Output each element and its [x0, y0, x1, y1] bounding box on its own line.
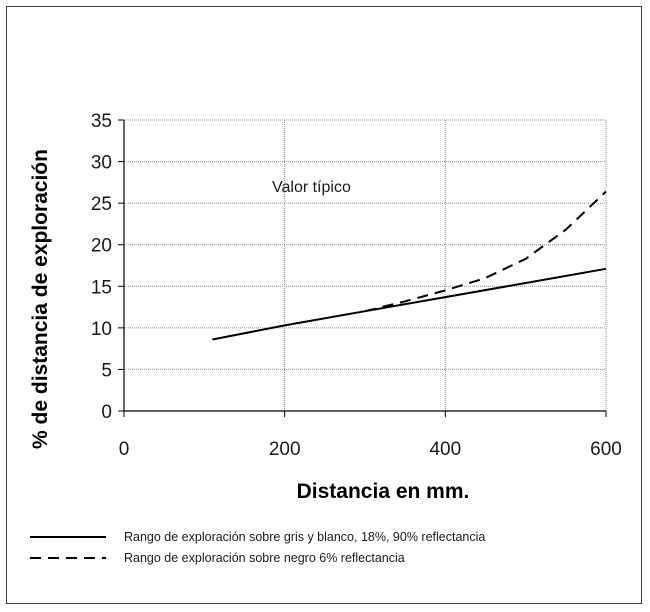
y-tick-label: 30 — [91, 153, 112, 174]
y-tick-label: 25 — [91, 194, 112, 215]
annotation-text: Valor típico — [272, 179, 351, 196]
grid-lines — [124, 119, 607, 411]
legend-label-dashed: Rango de exploración sobre negro 6% refl… — [124, 551, 405, 565]
axes — [118, 119, 607, 417]
series-line-dashed — [364, 190, 607, 313]
y-tick-label: 10 — [91, 319, 112, 340]
y-axis-title: % de distancia de exploración — [29, 149, 52, 449]
x-axis-title: Distancia en mm. — [297, 480, 470, 503]
series-line-solid — [212, 267, 607, 341]
legend-label-solid: Rango de exploración sobre gris y blanco… — [124, 530, 485, 544]
series-lines — [212, 190, 607, 341]
x-tick-label: 600 — [590, 439, 622, 460]
y-tick-label: 20 — [91, 236, 112, 257]
y-tick-label: 35 — [91, 111, 112, 132]
x-tick-label: 400 — [429, 439, 461, 460]
x-tick-label: 0 — [119, 439, 130, 460]
x-tick-labels: 0 200 400 600 — [119, 439, 622, 460]
y-tick-labels: 0 5 10 15 20 25 30 35 — [91, 111, 112, 423]
y-tick-label: 15 — [91, 277, 112, 298]
y-tick-label: 0 — [101, 402, 112, 423]
x-tick-label: 200 — [269, 439, 301, 460]
legend: Rango de exploración sobre gris y blanco… — [30, 530, 485, 565]
chart-frame — [6, 6, 642, 604]
y-tick-label: 5 — [101, 360, 112, 381]
